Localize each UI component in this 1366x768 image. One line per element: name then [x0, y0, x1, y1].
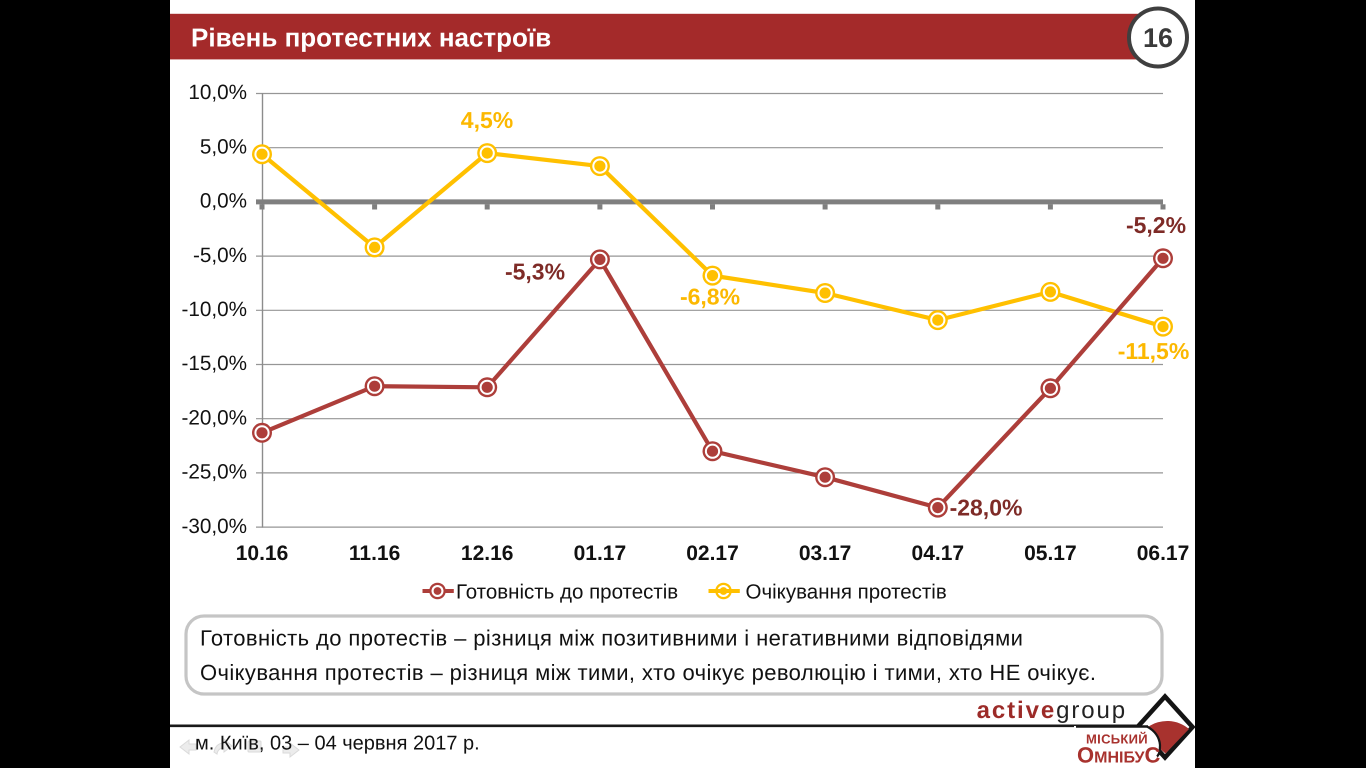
svg-text:-15,0%: -15,0% — [181, 352, 247, 375]
svg-text:10,0%: 10,0% — [188, 81, 247, 104]
svg-text:-28,0%: -28,0% — [950, 495, 1023, 521]
svg-text:МІСЬКИЙ: МІСЬКИЙ — [1086, 732, 1148, 747]
svg-text:4,5%: 4,5% — [461, 107, 513, 133]
svg-text:м. Київ, 03 – 04 червня 2017 р: м. Київ, 03 – 04 червня 2017 р. — [195, 733, 480, 755]
svg-text:activegroup: activegroup — [977, 697, 1127, 724]
svg-text:05.17: 05.17 — [1024, 542, 1077, 565]
svg-text:-10,0%: -10,0% — [181, 298, 247, 321]
svg-text:03.17: 03.17 — [799, 542, 852, 565]
svg-text:16: 16 — [1143, 23, 1173, 53]
svg-text:-6,8%: -6,8% — [680, 284, 740, 310]
svg-text:Очікування протестів: Очікування протестів — [746, 581, 947, 604]
svg-text:Готовність до протестів – різн: Готовність до протестів – різниця між по… — [200, 626, 1023, 651]
svg-text:0,0%: 0,0% — [200, 190, 247, 213]
svg-text:12.16: 12.16 — [461, 542, 514, 565]
svg-text:06.17: 06.17 — [1137, 542, 1190, 565]
svg-text:-11,5%: -11,5% — [1118, 338, 1190, 364]
svg-text:5,0%: 5,0% — [200, 135, 247, 158]
svg-text:-20,0%: -20,0% — [181, 406, 247, 429]
svg-text:01.17: 01.17 — [574, 542, 627, 565]
svg-text:Очікування протестів – різниця: Очікування протестів – різниця між тими,… — [200, 660, 1096, 685]
svg-text:04.17: 04.17 — [912, 542, 965, 565]
svg-text:Рівень протестних настроїв: Рівень протестних настроїв — [191, 23, 551, 53]
svg-text:-5,3%: -5,3% — [505, 259, 565, 285]
svg-text:02.17: 02.17 — [686, 542, 739, 565]
svg-text:10.16: 10.16 — [236, 542, 289, 565]
svg-text:-30,0%: -30,0% — [181, 515, 247, 538]
svg-text:Готовність до протестів: Готовність до протестів — [456, 581, 678, 604]
svg-text:-5,0%: -5,0% — [193, 244, 247, 267]
svg-text:-25,0%: -25,0% — [181, 461, 247, 484]
svg-text:11.16: 11.16 — [349, 542, 400, 565]
svg-text:-5,2%: -5,2% — [1126, 212, 1186, 238]
